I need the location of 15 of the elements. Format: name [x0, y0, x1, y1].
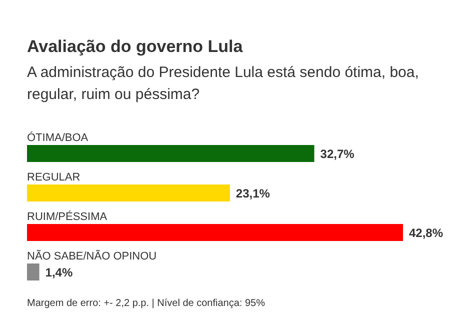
- text: Margem de erro: +- 2,2 p.p. | Nível de confiança: 95%: [27, 298, 266, 309]
- bar: [27, 184, 230, 202]
- y-tick-label: ÓTIMA/BOA: [27, 131, 89, 144]
- data-label: 42,8%: [409, 226, 444, 240]
- bar: [27, 264, 40, 280]
- y-tick-label: NÃO SABE/NÃO OPINOU: [27, 250, 157, 262]
- chart-subtitle: A administração do Presidente Lula está sendo ótima, boa, regular, ruim ou péssima?: [27, 64, 419, 103]
- chart-title: Avaliação do governo Lula: [27, 37, 244, 56]
- y-tick-label: REGULAR: [27, 172, 80, 184]
- y-tick-label: RUIM/PÉSSIMA: [27, 210, 108, 223]
- data-label: 1,4%: [45, 266, 73, 280]
- data-label: 32,7%: [320, 147, 355, 161]
- data-label: 23,1%: [236, 186, 270, 200]
- bar: [27, 145, 314, 162]
- bar: [27, 224, 403, 241]
